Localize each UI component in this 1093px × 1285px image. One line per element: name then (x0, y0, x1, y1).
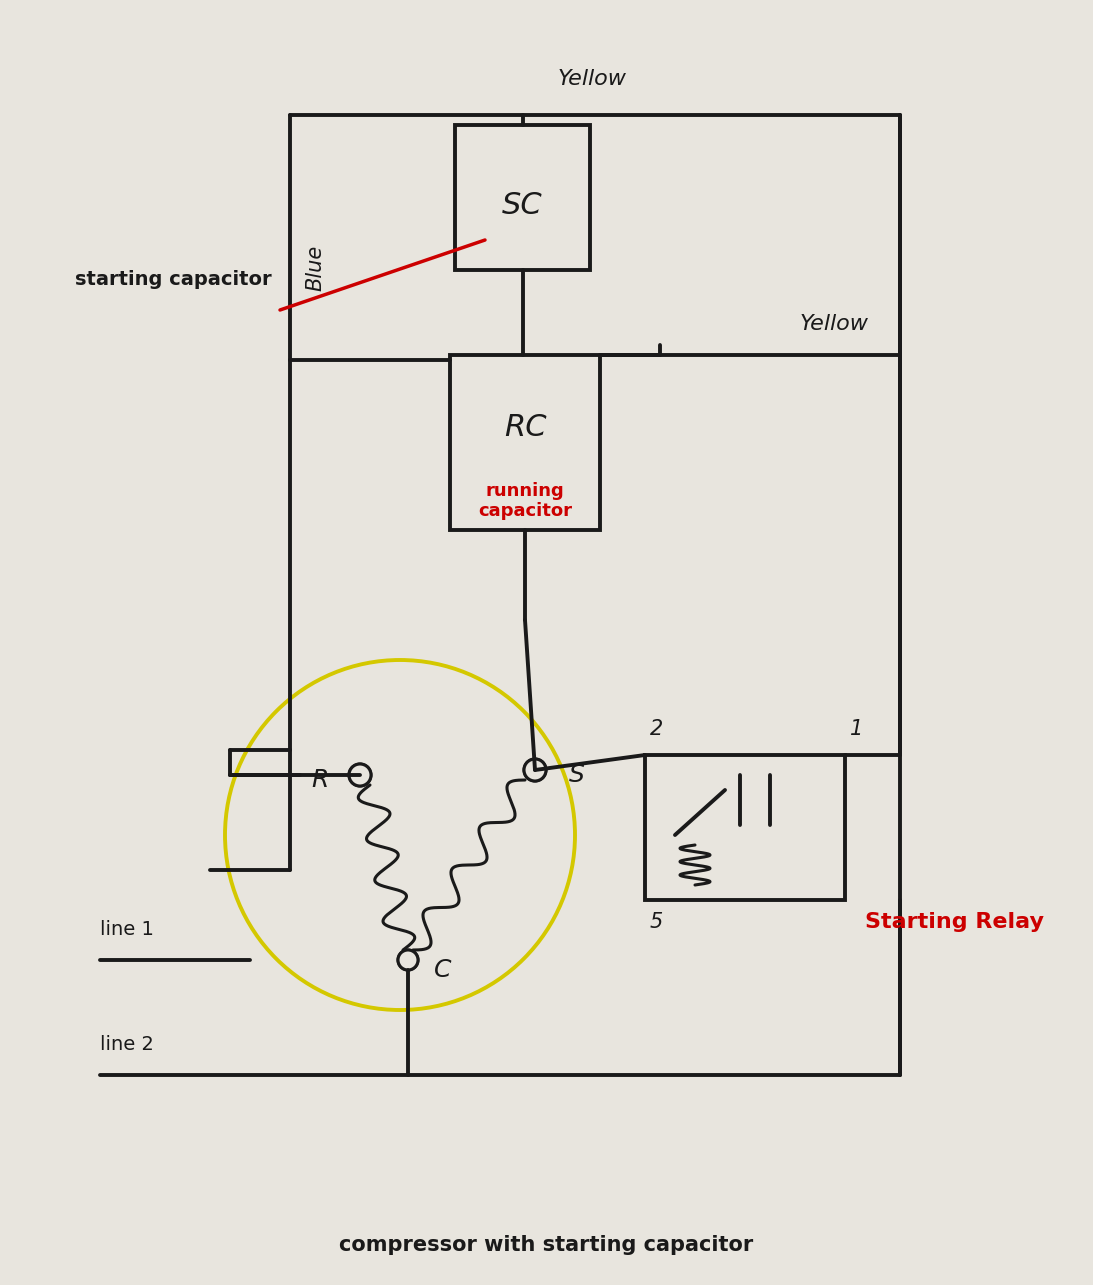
Text: starting capacitor: starting capacitor (75, 270, 272, 289)
Text: 5: 5 (650, 912, 663, 932)
Text: Starting Relay: Starting Relay (865, 912, 1044, 932)
Bar (645, 756, 845, 899)
Text: 1: 1 (850, 720, 863, 739)
Bar (455, 125, 590, 270)
Circle shape (524, 759, 546, 781)
Text: compressor with starting capacitor: compressor with starting capacitor (339, 1235, 753, 1255)
Circle shape (349, 765, 371, 786)
Text: SC: SC (502, 191, 543, 220)
Bar (450, 355, 600, 529)
Text: Yellow: Yellow (800, 314, 869, 334)
Text: capacitor: capacitor (478, 502, 572, 520)
Text: S: S (569, 763, 585, 786)
Text: line 2: line 2 (99, 1034, 154, 1054)
Text: Blue: Blue (305, 244, 325, 290)
Text: running: running (485, 482, 564, 500)
Text: C: C (434, 959, 451, 982)
Text: line 1: line 1 (99, 920, 154, 939)
Circle shape (398, 950, 418, 970)
Text: R: R (312, 768, 329, 792)
Text: 2: 2 (650, 720, 663, 739)
Text: Yellow: Yellow (559, 69, 627, 89)
Text: RC: RC (504, 412, 546, 442)
